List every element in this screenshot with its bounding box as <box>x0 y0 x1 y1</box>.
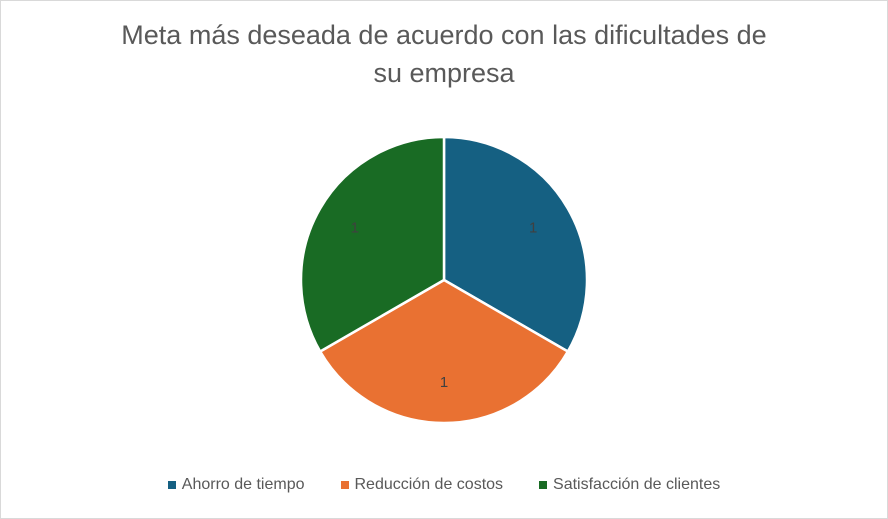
chart-title-line-1: Meta más deseada de acuerdo con las difi… <box>121 20 767 50</box>
chart-title: Meta más deseada de acuerdo con las difi… <box>0 16 888 92</box>
legend-label: Satisfacción de clientes <box>553 476 721 493</box>
pie-slice-3 <box>299 135 446 353</box>
pie-slice-1 <box>442 135 589 353</box>
legend-item-ahorro-de-tiempo: Ahorro de tiempo <box>167 476 305 494</box>
legend-swatch <box>167 481 176 489</box>
data-label-1: 1 <box>529 219 537 236</box>
legend-swatch <box>340 481 349 489</box>
legend-swatch <box>539 481 548 489</box>
legend-label: Ahorro de tiempo <box>181 476 305 493</box>
data-label-3: 1 <box>351 219 359 236</box>
chart-title-line-2: su empresa <box>373 58 515 88</box>
chart-legend: Ahorro de tiempo Reducción de costos Sat… <box>0 476 888 494</box>
legend-label: Reducción de costos <box>354 476 504 493</box>
legend-item-satisfaccion-de-clientes: Satisfacción de clientes <box>539 476 720 494</box>
legend-item-reduccion-de-costos: Reducción de costos <box>340 476 504 494</box>
pie-slice-2 <box>318 278 570 425</box>
data-label-2: 1 <box>440 374 448 391</box>
